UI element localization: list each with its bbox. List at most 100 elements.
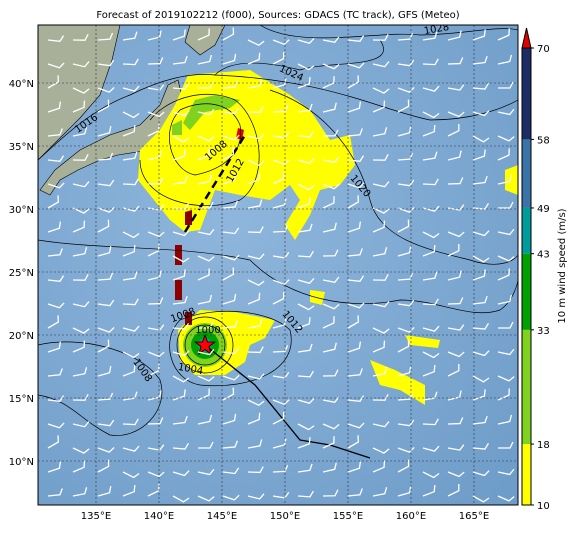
wind-barb [172, 149, 186, 161]
wind-barb [472, 149, 486, 161]
wind-barb [172, 442, 190, 450]
wind-barb [497, 348, 515, 356]
wind-barb [122, 178, 139, 186]
wind-barb [47, 368, 63, 377]
wind-barb [372, 273, 389, 281]
wind-barb [222, 200, 239, 209]
wind-barb [347, 128, 363, 137]
wind-barb [472, 135, 490, 143]
storm-symbol [175, 245, 182, 265]
wind-barb [222, 494, 240, 501]
wind-barb [322, 183, 340, 190]
wind-barb [497, 174, 513, 185]
wind-barb [322, 276, 340, 284]
map-frame [37, 24, 519, 506]
wind-barb [97, 272, 114, 281]
wind-barb [122, 85, 140, 92]
wind-barb [47, 395, 65, 402]
wind-barb [197, 348, 215, 356]
wind-barb [272, 411, 285, 425]
colorbar-tick-label: 58 [537, 135, 550, 146]
wind-barb [222, 134, 240, 141]
wind-barb [198, 321, 214, 329]
wind-barb [247, 253, 265, 260]
wind-barb [97, 207, 115, 213]
wind-barb [47, 422, 65, 429]
wind-barb [447, 111, 465, 118]
track-forecast [183, 134, 247, 233]
wind-barb [72, 181, 90, 188]
colorbar-tick-label: 43 [537, 250, 550, 261]
wind-barb [347, 75, 360, 89]
wind-barb [172, 255, 190, 263]
wind-barb [147, 417, 164, 425]
axes: 40°N 35°N 30°N 25°N 20°N 15°N 10°N 135°E 140°E 14… [9, 79, 489, 522]
wind-barb [497, 135, 515, 142]
wind-barb [72, 127, 88, 137]
wind-barb [497, 375, 515, 382]
wind-barb [222, 107, 240, 115]
wind-barb [397, 179, 415, 187]
wind-barb [397, 125, 412, 137]
wind-barb [272, 171, 285, 185]
wind-barb [97, 327, 115, 333]
wind-area [405, 335, 440, 348]
wind-barb [222, 293, 237, 305]
lon-label: 140°E [144, 511, 174, 522]
wind-barb [347, 395, 365, 402]
track [204, 344, 371, 459]
wind-barb [422, 325, 440, 332]
wind-barb [272, 399, 290, 406]
wind-barb [47, 128, 63, 137]
wind-barb [347, 368, 363, 377]
wind-barb [447, 231, 465, 238]
wind-barb [122, 325, 140, 332]
wind-barb [297, 37, 315, 45]
wind-barb [272, 224, 289, 233]
map-area: 1028102410161008101210201012100810081000… [38, 25, 518, 505]
wind-barb [322, 249, 339, 257]
wind-barb [222, 440, 239, 449]
wind-barb [172, 375, 190, 383]
wind-barb [447, 150, 462, 161]
wind-barb [347, 195, 360, 209]
wind-barb [97, 365, 112, 377]
wind-barb [197, 414, 213, 425]
colorbar-extend [521, 27, 532, 49]
wind-barb [97, 219, 110, 233]
wind-barb [397, 219, 410, 233]
wind-barb [72, 87, 90, 94]
wind-barb [247, 399, 265, 407]
wind-barb [247, 279, 265, 287]
wind-barb [122, 471, 140, 479]
wind-barb [322, 436, 335, 449]
wind-barb [97, 419, 115, 427]
wind-barb [322, 396, 340, 404]
wind-barb [222, 27, 235, 41]
wind-barb [372, 87, 390, 94]
wind-barb [247, 39, 265, 47]
wind-barb [197, 375, 215, 382]
wind-barb [97, 459, 110, 473]
wind-barb [322, 102, 337, 113]
wind-barb [47, 248, 63, 257]
wind-area [172, 120, 182, 135]
wind-barb [447, 484, 460, 497]
wind-barb [472, 230, 490, 237]
wind-barb [47, 461, 62, 473]
lat-label: 20°N [9, 331, 34, 342]
wind-barb [47, 195, 60, 209]
wind-barb [297, 183, 315, 191]
wind-barb [147, 177, 164, 185]
wind-barb [497, 388, 510, 401]
wind-barb [247, 106, 264, 114]
wind-barb [297, 437, 311, 449]
wind-barb [397, 392, 414, 401]
wind-barb [172, 389, 186, 401]
wind-barb [97, 299, 115, 307]
wind-barb [297, 370, 314, 378]
wind-barb [72, 207, 90, 214]
wind-barb [272, 318, 287, 329]
wind-barb [397, 207, 415, 213]
wind-barb [122, 271, 138, 281]
